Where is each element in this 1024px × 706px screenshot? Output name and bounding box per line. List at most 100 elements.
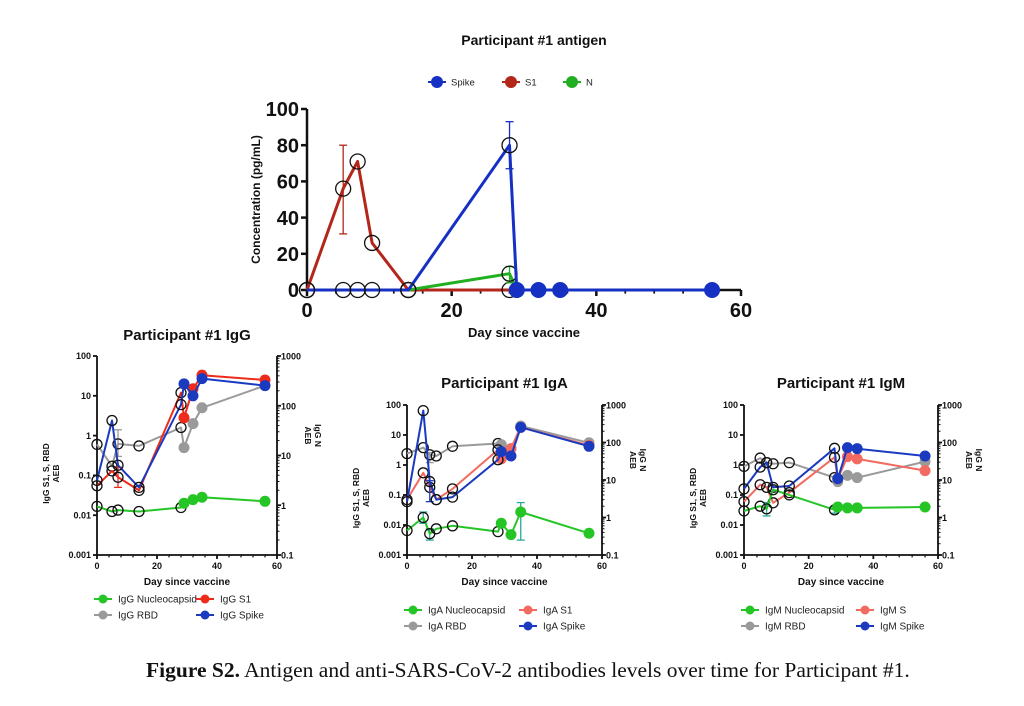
data-point-open xyxy=(91,500,103,513)
y-tick-label: 100 xyxy=(386,400,401,410)
chart-igm: Participant #1 IgM 0 20 40 60 Day since vacci… xyxy=(688,375,984,633)
data-point xyxy=(515,506,527,518)
data-point-open xyxy=(760,456,773,469)
data-point-open xyxy=(112,459,124,471)
legend: IgA Nucleocapsid IgA S1 IgA RBD IgA Spike xyxy=(404,605,586,633)
legend-swatch-marker xyxy=(523,621,533,631)
legend-swatch-marker xyxy=(408,621,418,631)
series-igg-nucleocapsid xyxy=(91,491,271,518)
y-right-tick-label: 1 xyxy=(606,513,611,523)
series-line xyxy=(406,409,590,502)
data-point xyxy=(495,517,507,529)
y-right-tick-label: 0.1 xyxy=(281,551,294,561)
series-iga-nucleocapsid xyxy=(401,501,595,541)
data-point-open xyxy=(133,440,145,452)
y-tick-label: 0.001 xyxy=(378,550,401,560)
y-right-tick-label: 1000 xyxy=(281,352,301,362)
legend-label: IgG Nucleocapsid xyxy=(118,595,197,606)
legend-swatch-marker xyxy=(431,76,443,88)
legend-label: IgG Spike xyxy=(220,611,264,622)
legend-swatch-marker xyxy=(860,605,870,615)
x-tick-label: 0 xyxy=(404,561,409,571)
data-point-open xyxy=(430,523,442,535)
y-right-tick-label: 10 xyxy=(281,451,291,461)
data-point xyxy=(851,472,863,484)
data-point xyxy=(841,502,853,514)
x-axis-label: Day since vaccine xyxy=(461,577,548,588)
y-right-tick-label: 0.1 xyxy=(942,551,955,561)
y-right-axis-label: IgG N xyxy=(313,424,323,447)
y-right-tick-label: 1000 xyxy=(942,401,962,411)
legend-label: IgA Spike xyxy=(543,622,586,633)
data-point-open xyxy=(417,511,429,524)
data-point xyxy=(919,501,931,513)
data-point-open xyxy=(783,456,795,469)
data-point-open xyxy=(754,479,766,491)
data-point-open xyxy=(754,500,766,512)
chart-iga: Participant #1 IgA 0 20 40 60 Day since vacci… xyxy=(351,375,648,633)
legend-swatch-marker xyxy=(98,610,108,620)
data-point xyxy=(851,453,863,465)
data-point xyxy=(841,442,853,454)
x-axis-label: Day since vaccine xyxy=(468,325,580,340)
data-point-open xyxy=(133,481,145,494)
x-tick-label: 20 xyxy=(152,561,162,571)
data-point-open xyxy=(430,493,442,506)
y-right-axis-label: AEB xyxy=(964,451,974,469)
axes xyxy=(406,405,603,556)
data-point-open xyxy=(298,281,316,299)
data-point-open xyxy=(133,505,145,518)
caption-label: Figure S2. xyxy=(146,658,240,682)
legend-swatch-marker xyxy=(200,610,210,620)
legend-swatch-marker xyxy=(98,594,108,604)
series-s1 xyxy=(298,144,518,299)
y-tick-label: 10 xyxy=(81,391,91,401)
legend-swatch-marker xyxy=(745,605,755,615)
y-tick-label: 0.001 xyxy=(715,550,738,560)
x-tick-label: 60 xyxy=(272,561,282,571)
data-point-open xyxy=(446,440,459,452)
data-point xyxy=(196,491,208,503)
data-point-open xyxy=(401,496,413,508)
chart-antigen: Participant #1 antigen 0 20 40 60 Day since v… xyxy=(249,32,752,340)
y-tick-label: 0.01 xyxy=(383,520,401,530)
y-right-tick-label: 10 xyxy=(606,476,616,486)
data-point-open xyxy=(417,404,429,417)
x-tick-label: 20 xyxy=(441,300,463,322)
y-tick-label: 1 xyxy=(733,460,738,470)
x-tick-label: 40 xyxy=(212,561,222,571)
data-point-open xyxy=(400,281,417,299)
x-tick-label: 60 xyxy=(730,300,752,322)
legend-label: N xyxy=(586,78,593,89)
y-right-tick-label: 1 xyxy=(281,501,286,511)
x-axis-label: Day since vaccine xyxy=(798,577,885,588)
y-right-axis-label: IgG N xyxy=(974,449,984,472)
data-point-open xyxy=(501,137,518,154)
data-point-open xyxy=(446,483,459,495)
series-line xyxy=(96,384,266,468)
data-point-open xyxy=(112,471,124,483)
data-point xyxy=(505,529,517,541)
y-right-tick-label: 100 xyxy=(606,438,621,448)
legend-label: IgA Nucleocapsid xyxy=(428,606,505,617)
data-point-open xyxy=(760,481,773,493)
y-tick-label: 20 xyxy=(277,244,299,266)
y-tick-label: 0.1 xyxy=(725,490,738,500)
y-right-tick-label: 0.1 xyxy=(606,551,619,561)
data-point-open xyxy=(401,524,413,537)
x-tick-label: 20 xyxy=(467,561,477,571)
y-axis-label: Concentration (pg/mL) xyxy=(249,135,263,264)
series-line xyxy=(305,160,510,292)
legend-label: S1 xyxy=(525,78,537,89)
data-point xyxy=(508,282,525,298)
data-point xyxy=(832,473,844,485)
x-axis-label: Day since vaccine xyxy=(144,577,231,588)
data-point-open xyxy=(738,505,750,517)
data-point-open xyxy=(91,438,103,451)
data-point xyxy=(583,527,595,539)
data-point xyxy=(178,412,190,424)
data-point-open xyxy=(91,480,103,492)
data-point-open xyxy=(783,480,795,492)
data-point-open xyxy=(767,458,779,470)
data-point-open xyxy=(401,447,413,460)
